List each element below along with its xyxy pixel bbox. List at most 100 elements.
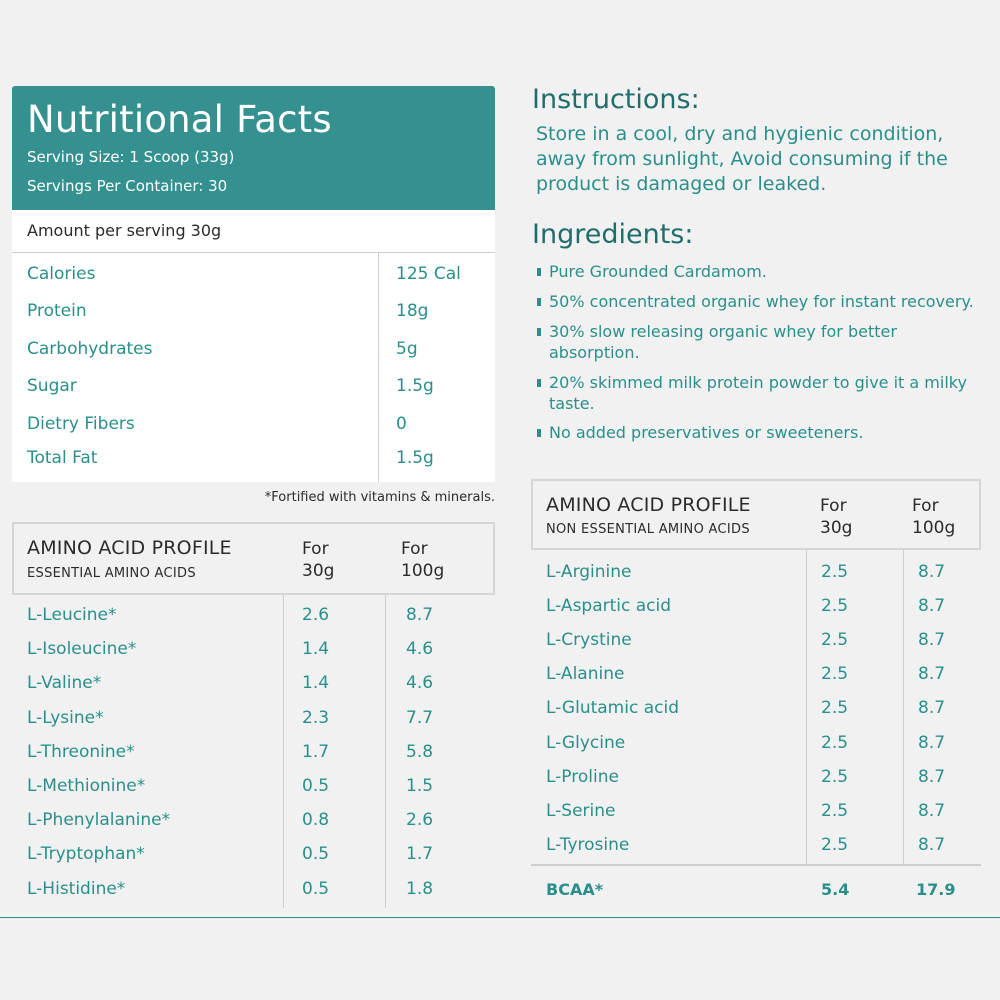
col-header-line: 30g (302, 561, 335, 581)
amino-value-30g: 2.3 (302, 707, 330, 728)
amino-value-30g: 2.5 (821, 698, 849, 719)
column-divider (283, 595, 284, 908)
essential-subtitle: ESSENTIAL AMINO ACIDS (27, 566, 196, 581)
ingredients-title: Ingredients: (532, 219, 694, 250)
col-100g-header: For 100g (912, 495, 955, 539)
ingredient-item: 30% slow releasing organic whey for bett… (537, 321, 937, 363)
bullet-icon (537, 268, 541, 276)
col-30g-header: For 30g (302, 538, 334, 582)
amino-value-100g: 8.7 (918, 834, 946, 855)
col-header-line: For (401, 539, 428, 559)
col-header-line: 30g (820, 518, 853, 538)
bullet-icon (537, 429, 541, 437)
amino-value-100g: 8.7 (918, 766, 946, 787)
amino-value-30g: 2.5 (821, 800, 849, 821)
amino-name: L-Serine (546, 800, 616, 821)
col-header-line: For (912, 496, 939, 516)
col-30g-header: For 30g (820, 495, 852, 539)
ingredient-text: 30% slow releasing organic whey for bett… (549, 322, 897, 362)
nutrient-value: 1.5g (396, 376, 434, 396)
amino-value-100g: 8.7 (918, 664, 946, 685)
nutrient-value: 125 Cal (396, 264, 461, 284)
amino-value-30g: 2.5 (821, 834, 849, 855)
amino-name: L-Valine* (27, 673, 102, 694)
amino-name: L-Aspartic acid (546, 596, 672, 617)
nonessential-title: AMINO ACID PROFILE (546, 494, 751, 516)
amino-value-100g: 8.7 (918, 630, 946, 651)
nutrition-title: Nutritional Facts (27, 98, 332, 141)
amino-value-100g: 8.7 (918, 562, 946, 582)
amino-value-30g: 2.6 (302, 605, 330, 625)
amino-name: L-Tryptophan* (27, 844, 145, 865)
instructions-text: Store in a cool, dry and hygienic condit… (536, 123, 948, 195)
amino-name: L-Phenylalanine* (27, 810, 171, 831)
bullet-icon (537, 298, 541, 306)
bullet-icon (537, 379, 541, 387)
bcaa-divider (531, 864, 981, 866)
amino-name: L-Tyrosine (546, 834, 630, 855)
col-header-line: For (820, 496, 847, 516)
instructions-title: Instructions: (532, 84, 700, 115)
col-100g-header: For 100g (401, 538, 444, 582)
amino-name: L-Glycine (546, 732, 626, 753)
amino-value-100g: 8.7 (918, 732, 946, 753)
nutrition-table: Calories 125 Cal Protein 18g Carbohydrat… (12, 253, 495, 482)
ingredient-item: Pure Grounded Cardamom. (537, 261, 997, 282)
essential-title: AMINO ACID PROFILE (27, 537, 232, 559)
amino-name: L-Histidine* (27, 878, 126, 899)
bottom-rule (0, 917, 1000, 918)
column-divider (378, 253, 379, 482)
column-divider (903, 550, 904, 864)
nutrient-value: 5g (396, 339, 418, 359)
amino-value-30g: 2.5 (821, 664, 849, 685)
amino-value-100g: 1.7 (406, 844, 434, 865)
amino-value-30g: 2.5 (821, 732, 849, 753)
ingredient-text: 50% concentrated organic whey for instan… (549, 292, 974, 311)
amino-value-100g: 8.7 (918, 596, 946, 617)
amino-name: L-Proline (546, 766, 619, 787)
amount-per-serving: Amount per serving 30g (12, 210, 495, 253)
nutrient-label: Sugar (27, 376, 77, 396)
amino-value-30g: 0.5 (302, 776, 330, 796)
ingredient-text: 20% skimmed milk protein powder to give … (549, 373, 967, 413)
amino-name: L-Leucine* (27, 605, 117, 625)
ingredient-text: No added preservatives or sweeteners. (549, 423, 864, 442)
amino-name: L-Alanine (546, 664, 625, 685)
nonessential-amino-header: AMINO ACID PROFILE NON ESSENTIAL AMINO A… (531, 479, 981, 550)
amino-name: L-Crystine (546, 630, 632, 651)
nutrient-label: Total Fat (27, 448, 98, 468)
amino-value-30g: 2.5 (821, 630, 849, 651)
nutrient-value: 1.5g (396, 448, 434, 468)
nonessential-subtitle: NON ESSENTIAL AMINO ACIDS (546, 522, 750, 537)
amino-value-30g: 2.5 (821, 562, 849, 582)
ingredient-item: No added preservatives or sweeteners. (537, 422, 997, 443)
amino-value-100g: 8.7 (918, 698, 946, 719)
nutrient-label: Carbohydrates (27, 339, 153, 359)
amino-value-30g: 0.8 (302, 810, 330, 831)
bcaa-30g: 5.4 (821, 880, 850, 899)
ingredient-text: Pure Grounded Cardamom. (549, 262, 767, 281)
col-header-line: 100g (912, 518, 956, 538)
amino-value-30g: 1.4 (302, 639, 330, 660)
amino-value-30g: 2.5 (821, 766, 849, 787)
ingredient-item: 20% skimmed milk protein powder to give … (537, 372, 992, 414)
nutrient-label: Protein (27, 301, 87, 321)
amino-value-100g: 8.7 (918, 800, 946, 821)
bcaa-label: BCAA* (546, 880, 604, 899)
amino-value-30g: 0.5 (302, 844, 330, 865)
amino-value-30g: 2.5 (821, 596, 849, 617)
amino-name: L-Threonine* (27, 741, 135, 762)
serving-size: Serving Size: 1 Scoop (33g) (27, 148, 235, 166)
amino-value-100g: 1.8 (406, 878, 434, 899)
bullet-icon (537, 328, 541, 336)
nutrient-value: 18g (396, 301, 429, 321)
nutrition-header: Nutritional Facts Serving Size: 1 Scoop … (12, 86, 495, 210)
fortified-note: *Fortified with vitamins & minerals. (264, 490, 495, 505)
essential-amino-header: AMINO ACID PROFILE ESSENTIAL AMINO ACIDS… (12, 522, 495, 595)
amino-name: L-Arginine (546, 562, 632, 582)
amino-name: L-Lysine* (27, 707, 104, 728)
amino-value-30g: 0.5 (302, 878, 330, 899)
amino-value-100g: 7.7 (406, 707, 434, 728)
servings-per-container: Servings Per Container: 30 (27, 177, 228, 195)
col-header-line: 100g (401, 561, 445, 581)
